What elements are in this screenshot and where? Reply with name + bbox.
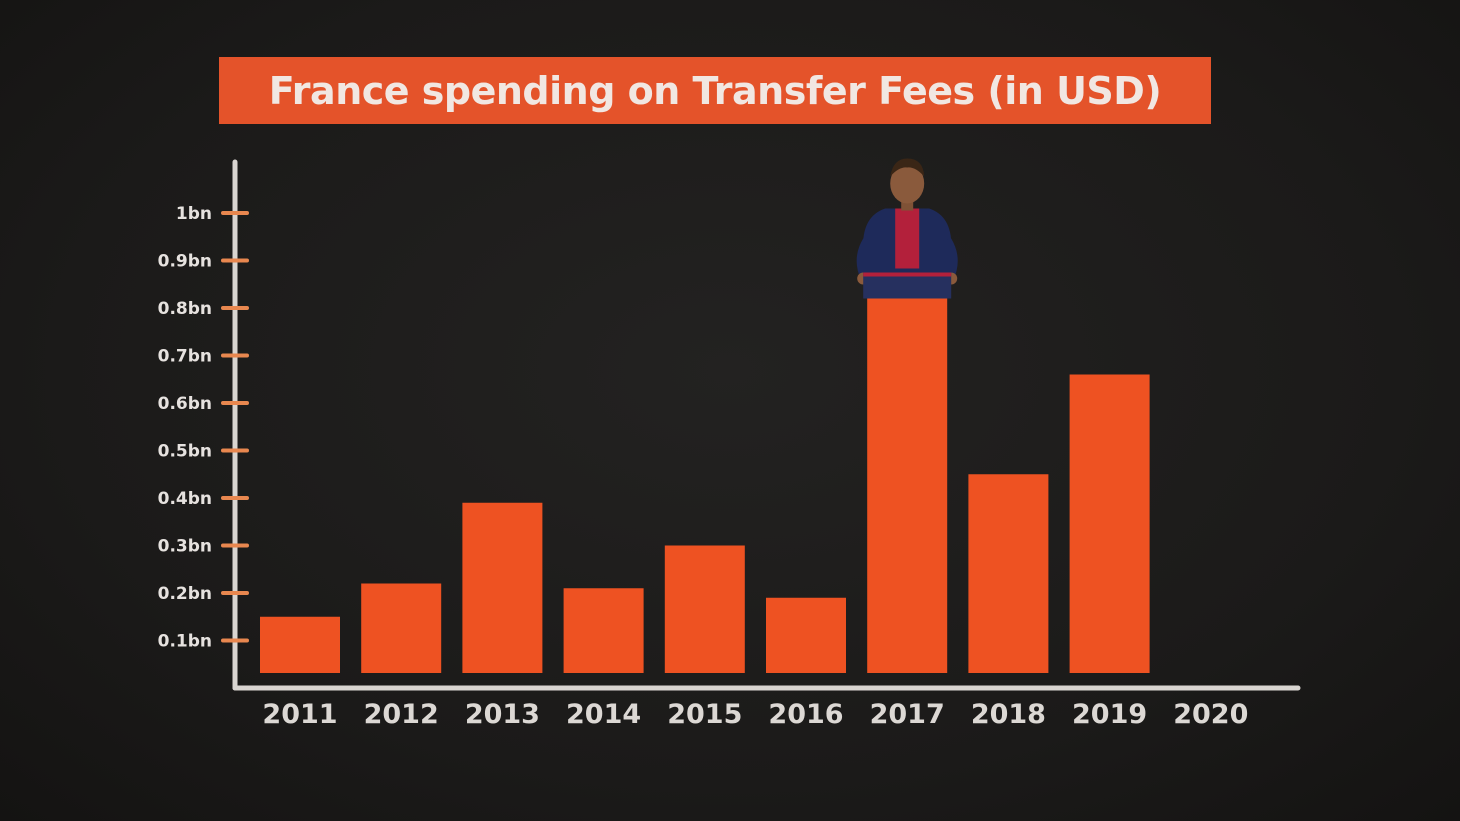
x-tick-label-2013: 2013 xyxy=(465,699,540,730)
bar-2018 xyxy=(968,474,1049,673)
bar-2014 xyxy=(563,588,644,673)
y-tick-label: 0.3bn xyxy=(158,537,212,557)
bar-2017 xyxy=(867,298,948,673)
y-tick-label: 0.5bn xyxy=(158,442,212,462)
y-tick-label: 0.1bn xyxy=(158,632,212,652)
x-tick-label-2018: 2018 xyxy=(971,699,1046,730)
bar-2019 xyxy=(1069,374,1150,673)
x-tick-label-2017: 2017 xyxy=(870,699,945,730)
bar-2016 xyxy=(766,597,846,673)
x-tick-label-2012: 2012 xyxy=(364,699,439,730)
chart-title-banner: France spending on Transfer Fees (in USD… xyxy=(219,57,1211,124)
bar-2011 xyxy=(260,616,340,673)
labels-layer: 2011 2012 2013 2014 2015 2016 2017 2018 2019 2020… xyxy=(158,204,1249,730)
x-tick-label-2015: 2015 xyxy=(667,699,742,730)
axes-layer xyxy=(221,159,1301,691)
y-tick-label: 0.7bn xyxy=(158,347,212,367)
y-tick-label: 0.6bn xyxy=(158,394,212,414)
bar-2012 xyxy=(361,583,442,673)
x-tick-label-2020: 2020 xyxy=(1173,699,1248,730)
bar-2015 xyxy=(664,545,745,673)
y-tick-label: 0.4bn xyxy=(158,489,212,509)
annotation-layer xyxy=(856,158,958,299)
x-tick-label-2011: 2011 xyxy=(262,699,337,730)
y-tick-label: 0.2bn xyxy=(158,584,212,604)
x-tick-label-2016: 2016 xyxy=(768,699,843,730)
x-tick-label-2019: 2019 xyxy=(1072,699,1147,730)
x-tick-label-2014: 2014 xyxy=(566,699,641,730)
football-player-icon xyxy=(856,158,958,299)
bar-2013 xyxy=(462,502,543,673)
y-tick-label: 0.8bn xyxy=(158,299,212,319)
y-tick-label: 0.9bn xyxy=(158,252,212,272)
bars-layer xyxy=(260,298,1150,673)
y-tick-label: 1bn xyxy=(176,204,212,224)
chart-title: France spending on Transfer Fees (in USD… xyxy=(268,68,1162,113)
